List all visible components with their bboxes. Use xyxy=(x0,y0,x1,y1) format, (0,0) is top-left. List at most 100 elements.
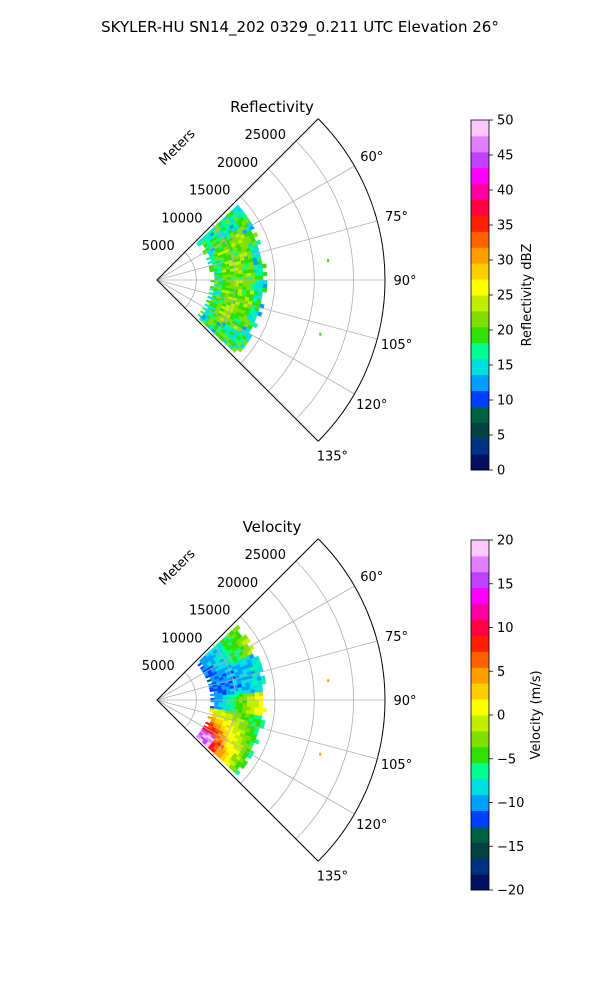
echo-cell xyxy=(237,292,243,297)
echo-cell xyxy=(228,682,234,687)
echo-cell xyxy=(231,320,237,326)
echo-cell xyxy=(213,270,219,274)
echo-cell xyxy=(242,303,248,309)
echo-cell xyxy=(218,695,223,698)
echo-cell xyxy=(204,652,211,658)
echo-cell xyxy=(218,702,223,706)
echo-cell xyxy=(254,692,260,697)
echo-cell xyxy=(213,244,219,250)
echo-cell xyxy=(216,249,222,254)
echo-cell xyxy=(215,298,220,302)
echo-cell xyxy=(205,256,211,261)
echo-cell xyxy=(219,307,225,313)
echo-cell xyxy=(208,730,215,736)
echo-cell xyxy=(209,675,215,680)
echo-cell xyxy=(229,685,235,690)
echo-cell xyxy=(246,706,251,711)
echo-cell xyxy=(258,688,264,693)
echo-cell xyxy=(213,302,219,307)
echo-cell xyxy=(227,738,234,744)
echo-cell xyxy=(254,280,260,285)
echo-cell xyxy=(214,282,219,285)
echo-cell xyxy=(218,282,223,286)
echo-cell xyxy=(245,265,251,271)
echo-cell xyxy=(242,276,248,281)
echo-cell xyxy=(217,687,223,691)
range-tick-label: 25000 xyxy=(245,548,286,563)
echo-cell xyxy=(206,668,212,674)
echo-cell xyxy=(236,715,242,720)
echo-cell xyxy=(221,287,227,291)
echo-cell xyxy=(253,714,259,720)
echo-cell xyxy=(214,651,220,657)
echo-cell xyxy=(254,688,260,693)
echo-cell xyxy=(258,283,264,289)
echo-cell xyxy=(224,316,230,322)
colorbar-swatch xyxy=(471,715,489,732)
echo-cell xyxy=(199,657,204,663)
azimuth-gridline xyxy=(156,640,378,701)
echo-cell xyxy=(213,268,219,272)
echo-cell xyxy=(211,249,217,254)
echo-cell xyxy=(220,670,226,675)
echo-cell xyxy=(258,692,264,697)
echo-cell xyxy=(213,688,219,692)
echo-cell xyxy=(210,328,217,334)
echo-cell xyxy=(246,280,252,284)
colorbar-tick-label: 15 xyxy=(497,577,514,592)
reflectivity-panel: Reflectivity 5000 10000 15000 20000 25000 Me… xyxy=(142,98,535,479)
echo-cell xyxy=(256,311,263,317)
echo-cell xyxy=(222,280,227,283)
echo-cell xyxy=(245,710,251,715)
echo-cell xyxy=(214,693,219,696)
echo-cell xyxy=(222,700,227,703)
velocity-colorbar: −20 −15 −10 −5 0 5 10 15 20 xyxy=(470,534,524,899)
echo-cell xyxy=(211,321,217,327)
echo-cell xyxy=(211,669,217,674)
echo-cell xyxy=(228,262,234,267)
echo-cell xyxy=(218,277,223,281)
range-tick-label: 20000 xyxy=(217,156,258,171)
echo-cell xyxy=(238,722,245,727)
echo-cell xyxy=(245,667,251,673)
colorbar-swatch xyxy=(471,358,489,376)
echo-cell xyxy=(204,245,210,250)
echo-cell xyxy=(254,700,260,705)
echo-cell xyxy=(214,277,219,281)
echo-cell xyxy=(209,267,214,271)
echo-cell xyxy=(229,711,235,715)
echo-cell xyxy=(214,300,220,305)
echo-cell xyxy=(237,670,244,675)
velocity-panel: Velocity 5000 10000 15000 20000 25000 Meters… xyxy=(142,518,544,899)
echo-cell xyxy=(246,700,252,704)
echo-cell xyxy=(250,276,256,281)
echo-cell xyxy=(221,732,228,737)
echo-cell xyxy=(249,728,255,735)
echo-cell xyxy=(216,685,222,689)
colorbar-swatch xyxy=(471,874,489,891)
echo-cell xyxy=(217,732,223,738)
azimuth-tick-label: 105° xyxy=(381,758,412,773)
echo-cell xyxy=(249,290,255,295)
echo-cell xyxy=(211,717,217,721)
echo-cell xyxy=(209,743,215,749)
echo-cell xyxy=(212,304,218,309)
echo-cell xyxy=(212,739,219,745)
echo-cell xyxy=(204,322,210,328)
echo-cell xyxy=(211,297,217,301)
echo-cell xyxy=(252,677,258,682)
echo-cell xyxy=(226,702,231,706)
echo-cell xyxy=(220,660,227,666)
azimuth-tick-label: 60° xyxy=(360,570,383,585)
echo-cell xyxy=(214,728,220,733)
range-tick-label: 15000 xyxy=(189,184,230,199)
echo-cell xyxy=(219,743,225,750)
echo-cell xyxy=(201,667,206,672)
echo-cell xyxy=(209,269,215,273)
echo-cell xyxy=(214,704,219,708)
echo-cell xyxy=(218,245,224,250)
echo-cell xyxy=(226,234,232,240)
echo-cell xyxy=(214,695,219,698)
echo-cell xyxy=(199,730,205,735)
echo-cell xyxy=(251,661,258,667)
